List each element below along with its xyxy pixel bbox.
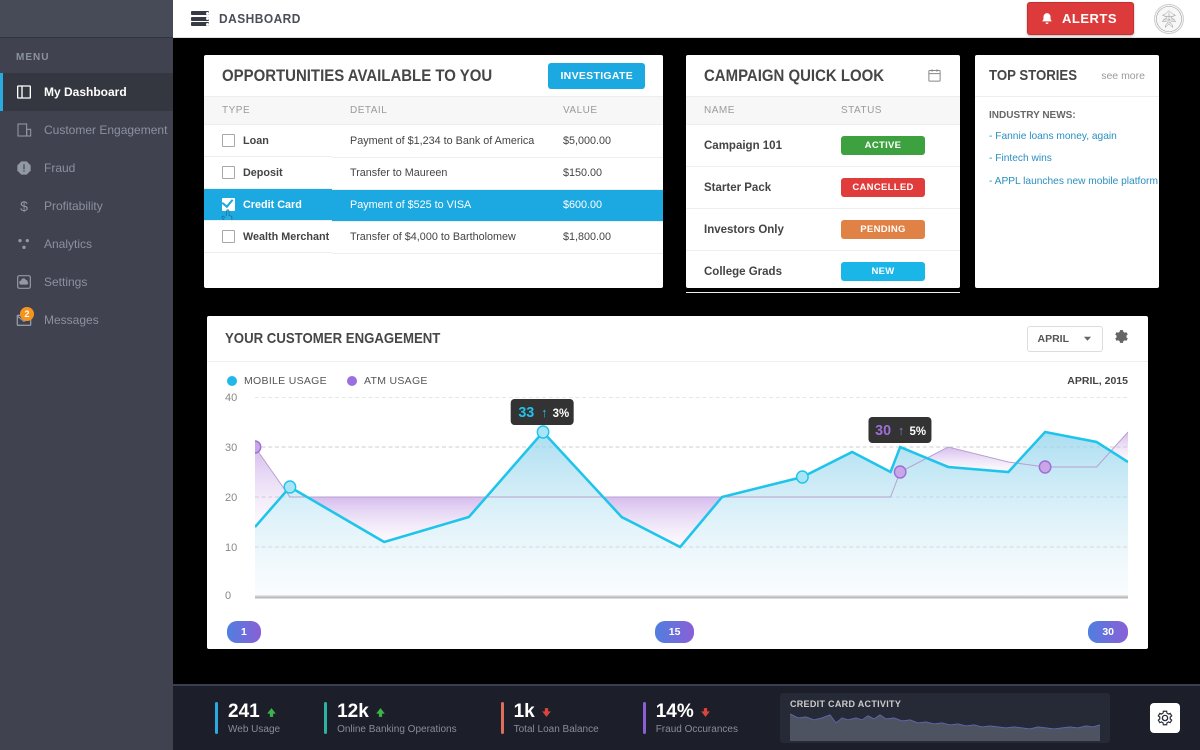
svg-text:5%: 5% [910,425,927,438]
svg-text:↑: ↑ [541,406,547,420]
svg-text:↑: ↑ [898,424,904,438]
svg-text:30: 30 [875,423,891,439]
svg-text:33: 33 [518,405,534,421]
svg-text:3%: 3% [553,407,570,420]
